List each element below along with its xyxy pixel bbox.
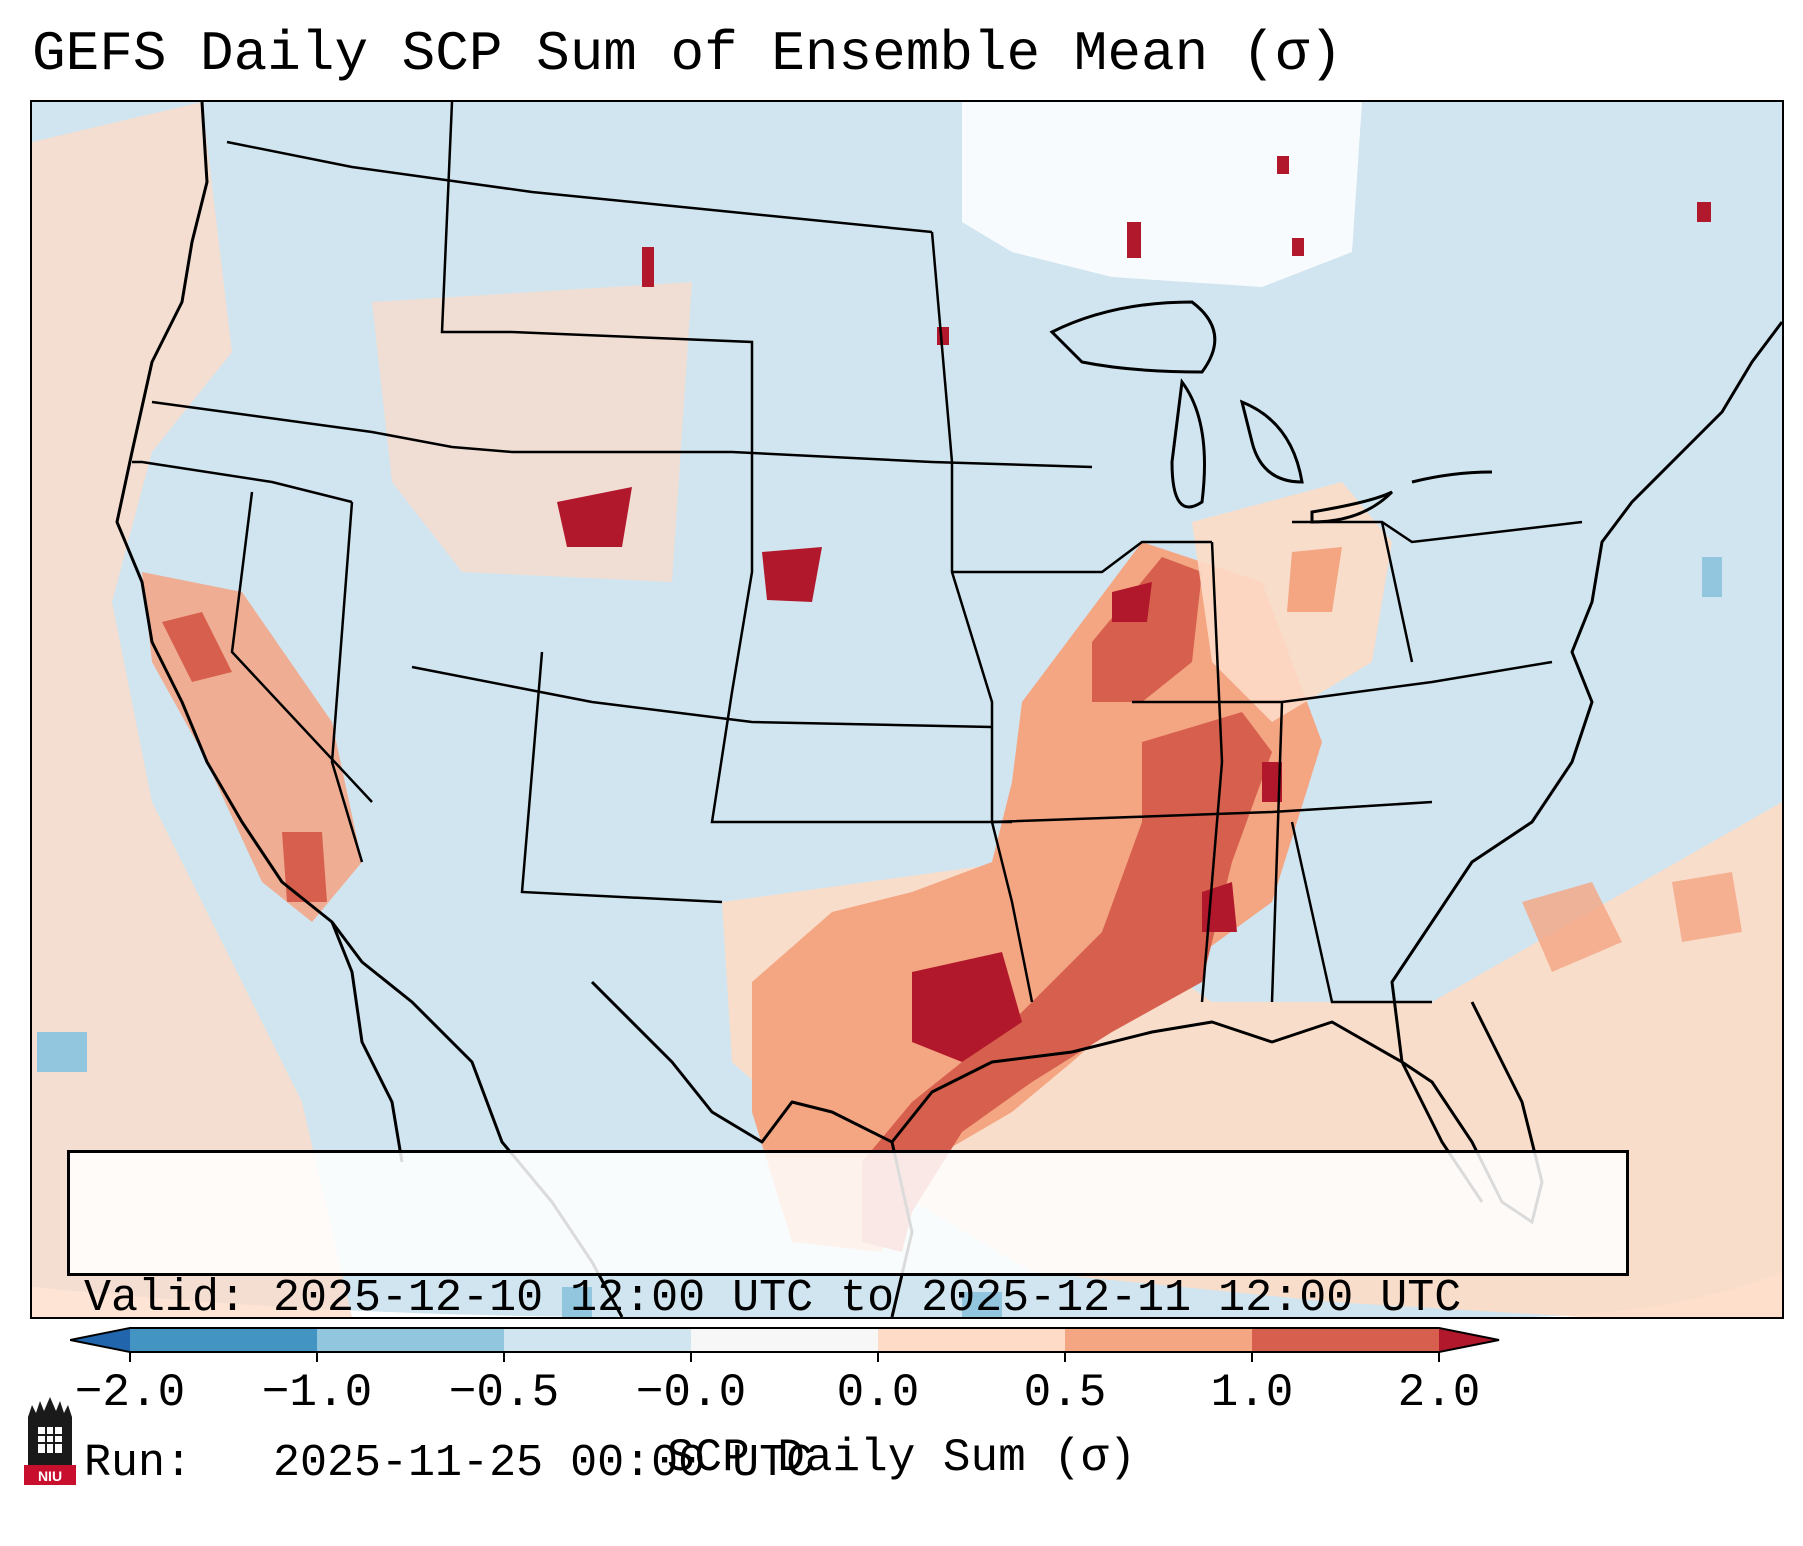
colorbar-extend-low bbox=[70, 1328, 130, 1352]
alabama-border bbox=[1270, 701, 1284, 1003]
logo-text: NIU bbox=[38, 1468, 62, 1484]
colorbar-extend-high bbox=[1439, 1328, 1499, 1352]
strong-region-colorado bbox=[557, 487, 632, 547]
lake-michigan bbox=[1170, 378, 1206, 509]
moderate-region-indiana bbox=[1287, 547, 1342, 612]
extreme-pixel-maine bbox=[1697, 202, 1711, 222]
negative-pixel-mexico bbox=[562, 1287, 592, 1317]
strong-region-california bbox=[162, 612, 232, 682]
strong-region-tennessee-valley bbox=[862, 712, 1272, 1252]
extreme-pixel-ontario bbox=[1127, 222, 1141, 258]
lake-superior bbox=[1049, 300, 1217, 374]
pacific-coastline bbox=[115, 102, 624, 1317]
utah-arizona-border bbox=[330, 501, 364, 863]
georgia-border bbox=[1290, 821, 1432, 1004]
ohio-border bbox=[1292, 520, 1583, 544]
extreme-region-illinois bbox=[1112, 582, 1152, 622]
valid-time-text: Valid: 2025-12-10 12:00 UTC to 2025-12-1… bbox=[84, 1273, 1462, 1324]
colorbar-segment bbox=[317, 1328, 504, 1352]
extreme-pixel-minnesota bbox=[937, 327, 949, 345]
mississippi-border bbox=[1200, 541, 1224, 1003]
map-canvas bbox=[32, 102, 1782, 1317]
colorbar bbox=[70, 1327, 1500, 1362]
colorbar-tick-label: −0.0 bbox=[635, 1367, 747, 1419]
extreme-region-texas bbox=[912, 952, 1022, 1062]
colorbar-segment bbox=[130, 1328, 317, 1352]
extreme-region-kentucky bbox=[1262, 762, 1282, 802]
niu-logo: NIU bbox=[24, 1397, 76, 1485]
colorbar-tick-label: 1.0 bbox=[1210, 1367, 1294, 1419]
colorbar-label: SCP Daily Sum (σ) bbox=[666, 1432, 1137, 1484]
positive-region-west bbox=[32, 102, 352, 1317]
oregon-border bbox=[132, 460, 353, 504]
colorbar-segment bbox=[878, 1328, 1065, 1352]
central-borders bbox=[440, 102, 1012, 824]
extreme-pixel-wyoming bbox=[642, 247, 654, 287]
northern-border-line bbox=[151, 400, 1093, 469]
moderate-region-atlantic-east bbox=[1672, 872, 1742, 942]
baja-peninsula bbox=[330, 921, 404, 1163]
lake-erie bbox=[1310, 490, 1394, 524]
pennsylvania-border bbox=[1380, 521, 1414, 663]
colorbar-tick-label: 2.0 bbox=[1397, 1367, 1481, 1419]
strong-region-nevada bbox=[282, 832, 327, 902]
run-time-text: Run: 2025-11-25 00:00 UTC bbox=[84, 1438, 814, 1489]
logo-banner bbox=[24, 1465, 76, 1485]
negative-pixel-atlantic bbox=[1702, 557, 1722, 597]
moderate-region-mississippi-valley bbox=[752, 542, 1322, 1252]
lake-ontario bbox=[1411, 470, 1493, 484]
gulf-coastline bbox=[890, 1020, 1484, 1203]
canada-border bbox=[226, 140, 933, 234]
moderate-region-atlantic bbox=[1522, 882, 1622, 972]
lake-huron bbox=[1239, 399, 1304, 484]
colorbar-segment bbox=[1252, 1328, 1439, 1352]
colorbar-segment bbox=[691, 1328, 878, 1352]
extreme-pixel-quebec bbox=[1277, 156, 1289, 174]
atlantic-coastline bbox=[1390, 321, 1782, 1063]
nevada-border bbox=[230, 491, 373, 803]
colorbar-tick-label: 0.0 bbox=[836, 1367, 920, 1419]
new-mexico-border bbox=[520, 651, 723, 904]
colorbar-tick-label: −1.0 bbox=[261, 1367, 373, 1419]
strong-region-kansas bbox=[762, 547, 822, 602]
arkansas-border bbox=[991, 800, 1433, 824]
extreme-pixel-ontario-2 bbox=[1292, 238, 1304, 256]
strong-region-illinois bbox=[1092, 557, 1202, 702]
great-lakes bbox=[1049, 300, 1493, 524]
colorbar-segment bbox=[1065, 1328, 1252, 1352]
tennessee-border bbox=[1132, 660, 1553, 704]
colorbar-tick-label: −2.0 bbox=[74, 1367, 186, 1419]
missouri-river-border bbox=[930, 231, 1034, 1003]
colorbar-segment bbox=[504, 1328, 691, 1352]
state-borders bbox=[132, 102, 1583, 1004]
map-panel bbox=[30, 100, 1784, 1319]
iowa-border bbox=[952, 540, 1212, 574]
colorbar-tick-label: 0.5 bbox=[1023, 1367, 1107, 1419]
colorbar-tick-label: −0.5 bbox=[448, 1367, 560, 1419]
negative-pixel-pacific bbox=[37, 1032, 87, 1072]
southwest-border bbox=[411, 665, 993, 729]
map-title: GEFS Daily SCP Sum of Ensemble Mean (σ) bbox=[32, 22, 1343, 86]
neutral-region-north bbox=[962, 102, 1362, 287]
negative-pixel-yucatan bbox=[962, 1292, 1002, 1317]
validity-info-box: Valid: 2025-12-10 12:00 UTC to 2025-12-1… bbox=[67, 1150, 1629, 1489]
